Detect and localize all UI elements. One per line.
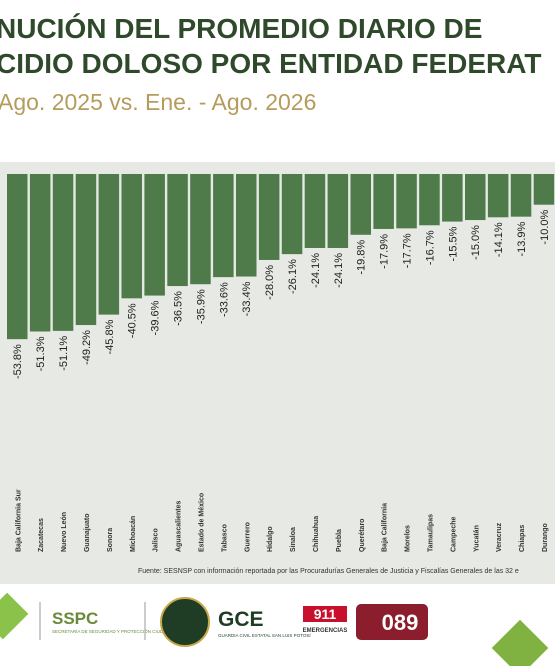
gce-logo: GCE (218, 608, 264, 631)
x-tick-label: Campeche (450, 516, 457, 552)
chart-subtitle: Ago. 2025 vs. Ene. - Ago. 2026 (0, 89, 316, 115)
bar (167, 174, 188, 287)
logo-shape (0, 592, 29, 640)
bar (121, 174, 142, 299)
value-label: -24.1% (310, 253, 322, 288)
value-label: -28.0% (264, 265, 276, 300)
value-label: -51.1% (58, 336, 70, 371)
x-tick-label: Zacatecas (38, 518, 45, 552)
footer: SSPC SECRETARÍA DE SEGURIDAD Y PROTECCIÓ… (0, 592, 549, 666)
value-label: -16.7% (424, 230, 436, 265)
bar (144, 174, 165, 296)
gce-badge (160, 597, 210, 647)
value-label: -51.3% (35, 336, 47, 371)
bar (236, 174, 257, 277)
bar (213, 174, 234, 278)
x-tick-label: Estado de México (198, 493, 205, 552)
x-tick-label: Hidalgo (267, 526, 274, 552)
x-tick-label: Chiapas (519, 525, 526, 552)
x-tick-label: Chihuahua (313, 516, 320, 552)
gce-sub: GUARDIA CIVIL ESTATAL SAN LUIS POTOSÍ (218, 632, 311, 638)
x-tick-label: Durango (542, 523, 549, 552)
x-tick-label: Guanajuato (84, 513, 91, 552)
bar (442, 174, 463, 222)
value-label: -33.6% (218, 282, 230, 317)
value-label: -24.1% (333, 253, 345, 288)
value-label: -35.9% (195, 289, 207, 324)
x-tick-label: Baja California Sur (15, 489, 22, 552)
x-tick-label: Sonora (107, 528, 114, 552)
bar (7, 174, 28, 340)
value-label: -15.0% (470, 225, 482, 260)
source-note: Fuente: SESNSP con información reportada… (138, 568, 519, 575)
value-label: -39.6% (150, 300, 162, 335)
bar (75, 174, 97, 326)
x-tick-label: Aguascalientes (176, 501, 183, 552)
value-label: -36.5% (173, 291, 185, 326)
logo-089-box (356, 604, 428, 640)
bar (98, 174, 120, 315)
value-label: -33.4% (241, 281, 253, 316)
x-tick-label: Baja California (382, 503, 389, 552)
x-tick-label: Guerrero (244, 522, 251, 552)
bar (487, 174, 509, 218)
x-tick-label: Nuevo León (61, 512, 68, 552)
x-tick-label: Tabasco (221, 524, 228, 552)
bar (419, 174, 440, 226)
x-tick-label: Puebla (336, 529, 343, 552)
bar (190, 174, 211, 285)
bar (350, 174, 371, 235)
bar (327, 174, 349, 248)
logo-911-sub: EMERGENCIAS (303, 628, 348, 634)
x-tick-label: Michoacán (130, 516, 137, 552)
bar (510, 174, 532, 217)
value-label: -40.5% (127, 303, 139, 338)
x-tick-label: Tamaulipas (427, 514, 434, 552)
bar (29, 174, 51, 332)
x-tick-label: Yucatán (473, 525, 480, 552)
value-label: -19.8% (356, 240, 368, 275)
sspc-logo: SSPC (52, 609, 98, 628)
x-tick-label: Morelos (405, 525, 412, 552)
value-label: -13.9% (516, 221, 528, 256)
bar (396, 174, 417, 229)
value-label: -15.5% (447, 226, 459, 261)
bar (258, 174, 280, 260)
x-tick-label: Querétaro (359, 519, 366, 552)
logo-911: 911 (314, 606, 337, 622)
chart-title: NUCIÓN DEL PROMEDIO DIARIO DE (0, 13, 482, 44)
value-label: -14.1% (493, 222, 505, 257)
value-label: -26.1% (287, 259, 299, 294)
bar (373, 174, 394, 229)
bar (465, 174, 486, 221)
value-label: -49.2% (81, 330, 93, 365)
x-tick-label: Sinaloa (290, 527, 297, 552)
logo-911-box (303, 606, 347, 622)
value-label: -45.8% (104, 319, 116, 354)
bar (533, 174, 555, 205)
value-label: -53.8% (12, 344, 24, 379)
bar (281, 174, 303, 255)
value-label: -10.0% (539, 209, 551, 244)
value-label: -17.7% (402, 233, 414, 268)
bar (304, 174, 326, 248)
sspc-sub: SECRETARÍA DE SEGURIDAD Y PROTECCIÓN CIU… (52, 628, 179, 634)
x-tick-label: Veracruz (496, 522, 503, 552)
bar (52, 174, 74, 331)
logo-089: 089 (382, 610, 419, 635)
value-label: -17.9% (379, 234, 391, 269)
chart-title: CIDIO DOLOSO POR ENTIDAD FEDERAT (0, 48, 542, 79)
x-tick-label: Jalisco (153, 528, 160, 552)
